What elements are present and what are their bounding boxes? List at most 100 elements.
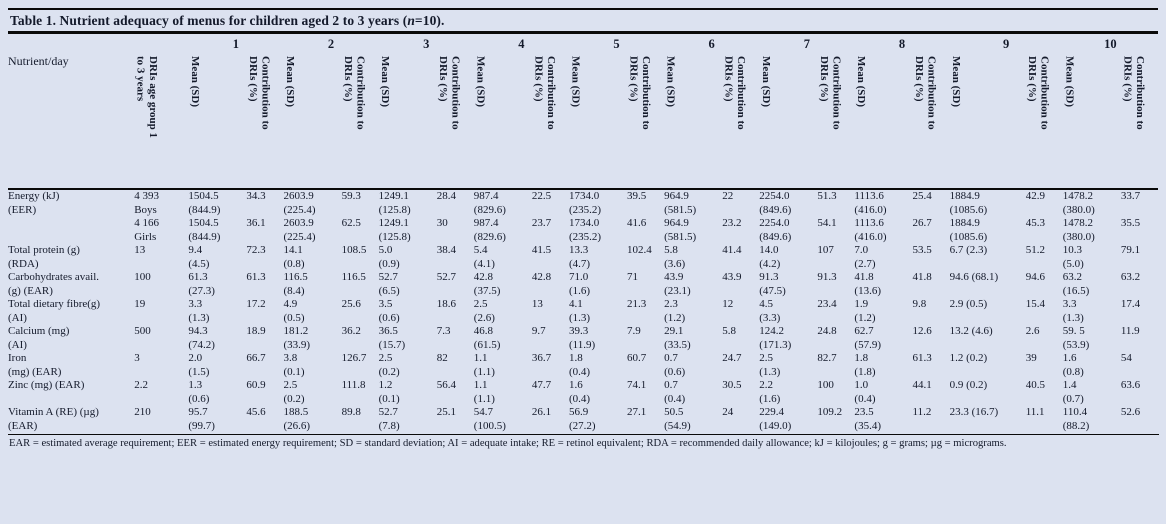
mean-sd-cell: 2.0 (1.5) (188, 352, 210, 378)
mean-sd-cell: 3.5 (0.6) (378, 298, 400, 324)
table-row: Calcium (mg) (AI) 500 94.3 (74.2) 18.9 181.2 (3… (8, 325, 1158, 352)
mean-sd-cell: 1504.5 (844.9) (188, 190, 221, 216)
rotated-header-mean-text: Mean (SD) (664, 56, 677, 108)
rotated-header-contribution-text: Contribution to DRIs (%) (437, 56, 462, 130)
mean-sd-cell: 181.2 (33.9) (283, 325, 311, 351)
mean-sd-cell: 94.3 (74.2) (188, 325, 215, 351)
menu-number-header: 2 (327, 36, 335, 51)
contribution-cell: 63.6 (1120, 379, 1141, 391)
nutrient-day-header: Nutrient/day (8, 54, 135, 190)
contribution-cell: 22.5 (531, 190, 552, 202)
rotated-header-contribution: Contribution to DRIs (%) (912, 54, 950, 190)
mean-sd-cell: 964.9 (581.5) (664, 190, 697, 216)
contribution-cell: 126.7 (341, 352, 367, 364)
rotated-header-contribution: Contribution to DRIs (%) (722, 54, 760, 190)
contribution-cell: 39.5 (627, 190, 647, 202)
contribution-cell: 42.9 (1025, 190, 1045, 202)
rotated-header-contribution-text: Contribution to DRIs (%) (1026, 56, 1051, 130)
contribution-cell: 23.4 (817, 298, 837, 310)
mean-sd-cell: 2.5 (0.2) (283, 379, 305, 405)
mean-sd-cell: 1.2 (0.2) (949, 352, 988, 364)
rotated-header-mean: Mean (SD) (854, 54, 913, 190)
mean-sd-cell: 1249.1 (125.8) (378, 190, 411, 216)
rotated-header-mean-text: Mean (SD) (474, 56, 487, 108)
contribution-cell: 39 (1025, 352, 1037, 364)
rotated-header-contribution: Contribution to DRIs (%) (817, 54, 855, 190)
row-label: Calcium (mg) (AI) (8, 325, 70, 351)
contribution-cell: 102.4 (627, 244, 652, 256)
contribution-cell: 40.5 (1025, 379, 1045, 391)
contribution-cell: 41.6 (627, 217, 647, 229)
contribution-cell: 24 (722, 406, 734, 418)
mean-sd-cell: 2.5 (0.2) (378, 352, 400, 378)
mean-sd-cell: 9.4 (4.5) (188, 244, 210, 270)
mean-sd-cell: 987.4 (829.6) (473, 190, 506, 216)
contribution-cell: 9.8 (912, 298, 927, 310)
contribution-cell: 12 (722, 298, 734, 310)
mean-sd-cell: 110.4 (88.2) (1062, 406, 1090, 432)
menu-number-header: 1 (232, 36, 240, 51)
mean-sd-cell: 1734.0 (235.2) (568, 190, 602, 216)
contribution-cell: 91.3 (817, 271, 837, 283)
table-row: Carbohydrates avail. (g) (EAR) 100 61.3 (27.… (8, 271, 1158, 298)
mean-sd-cell: 2254.0 (849.6) (759, 190, 792, 216)
rotated-header-mean-text: Mean (SD) (569, 56, 582, 108)
table-row: Total dietary fibre(g) (AI) 19 3.3 (1.3) 17.2… (8, 298, 1158, 325)
dri-value: 4 393 Boys (134, 190, 159, 216)
contribution-cell: 51.2 (1025, 244, 1045, 256)
header-spacer (8, 34, 188, 54)
mean-sd-cell: 4.1 (1.3) (568, 298, 591, 324)
mean-sd-cell: 2603.9 (225.4) (283, 217, 316, 243)
contribution-cell: 23.7 (531, 217, 552, 229)
contribution-cell: 89.8 (341, 406, 361, 418)
mean-sd-cell: 71.0 (1.6) (568, 271, 591, 297)
mean-sd-cell: 2.5 (1.3) (759, 352, 781, 378)
contribution-cell: 21.3 (627, 298, 647, 310)
contribution-cell: 7.9 (627, 325, 641, 337)
mean-sd-cell: 4.9 (0.5) (283, 298, 305, 324)
contribution-cell: 33.7 (1120, 190, 1141, 202)
row-label: Energy (kJ) (EER) (8, 190, 60, 216)
table-row: Iron (mg) (EAR) 3 2.0 (1.5) 66.7 3.8 (0.1) 126.7… (8, 352, 1158, 379)
rotated-header-contribution: Contribution to DRIs (%) (246, 54, 284, 190)
mean-sd-cell: 1.1 (1.1) (473, 379, 495, 405)
rotated-header-mean: Mean (SD) (473, 54, 532, 190)
contribution-cell: 56.4 (436, 379, 456, 391)
contribution-cell: 53.5 (912, 244, 932, 256)
table-footnote: EAR = estimated average requirement; EER… (8, 434, 1159, 449)
mean-sd-cell: 1.4 (0.7) (1062, 379, 1084, 405)
mean-sd-cell: 5.8 (3.6) (664, 244, 686, 270)
rotated-header-contribution: Contribution to DRIs (%) (531, 54, 569, 190)
mean-sd-cell: 1.0 (0.4) (854, 379, 876, 405)
contribution-cell: 82 (436, 352, 448, 364)
mean-sd-cell: 2603.9 (225.4) (283, 190, 316, 216)
rotated-header-mean: Mean (SD) (188, 54, 247, 190)
rotated-header-contribution-text: Contribution to DRIs (%) (1121, 56, 1146, 130)
contribution-cell: 47.7 (531, 379, 552, 391)
contribution-cell: 25.6 (341, 298, 361, 310)
contribution-cell: 9.7 (531, 325, 546, 337)
mean-sd-cell: 1734.0 (235.2) (568, 217, 602, 243)
contribution-cell: 24.8 (817, 325, 837, 337)
mean-sd-cell: 1249.1 (125.8) (378, 217, 411, 243)
table-row: Total protein (g) (RDA) 13 9.4 (4.5) 72.3 14.1… (8, 244, 1158, 271)
mean-sd-cell: 13.2 (4.6) (949, 325, 993, 337)
mean-sd-cell: 1113.6 (416.0) (854, 190, 887, 216)
contribution-cell: 111.8 (341, 379, 366, 391)
dri-value: 19 (134, 298, 146, 310)
contribution-cell: 25.4 (912, 190, 932, 202)
mean-sd-cell: 987.4 (829.6) (473, 217, 506, 243)
rotated-header-mean: Mean (SD) (759, 54, 818, 190)
rotated-header-contribution: Contribution to DRIs (%) (1025, 54, 1063, 190)
mean-sd-cell: 1884.9 (1085.6) (949, 217, 988, 243)
contribution-cell: 116.5 (341, 271, 366, 283)
contribution-cell: 42.8 (531, 271, 552, 283)
row-label: Vitamin A (RE) (µg) (EAR) (8, 406, 99, 432)
mean-sd-cell: 1.2 (0.1) (378, 379, 400, 405)
contribution-cell: 22 (722, 190, 734, 202)
mean-sd-cell: 23.3 (16.7) (949, 406, 999, 418)
contribution-cell: 28.4 (436, 190, 456, 202)
contribution-cell: 100 (817, 379, 834, 391)
dri-age-group-header-text: DRIs age group 1 to 3 years (134, 56, 160, 139)
